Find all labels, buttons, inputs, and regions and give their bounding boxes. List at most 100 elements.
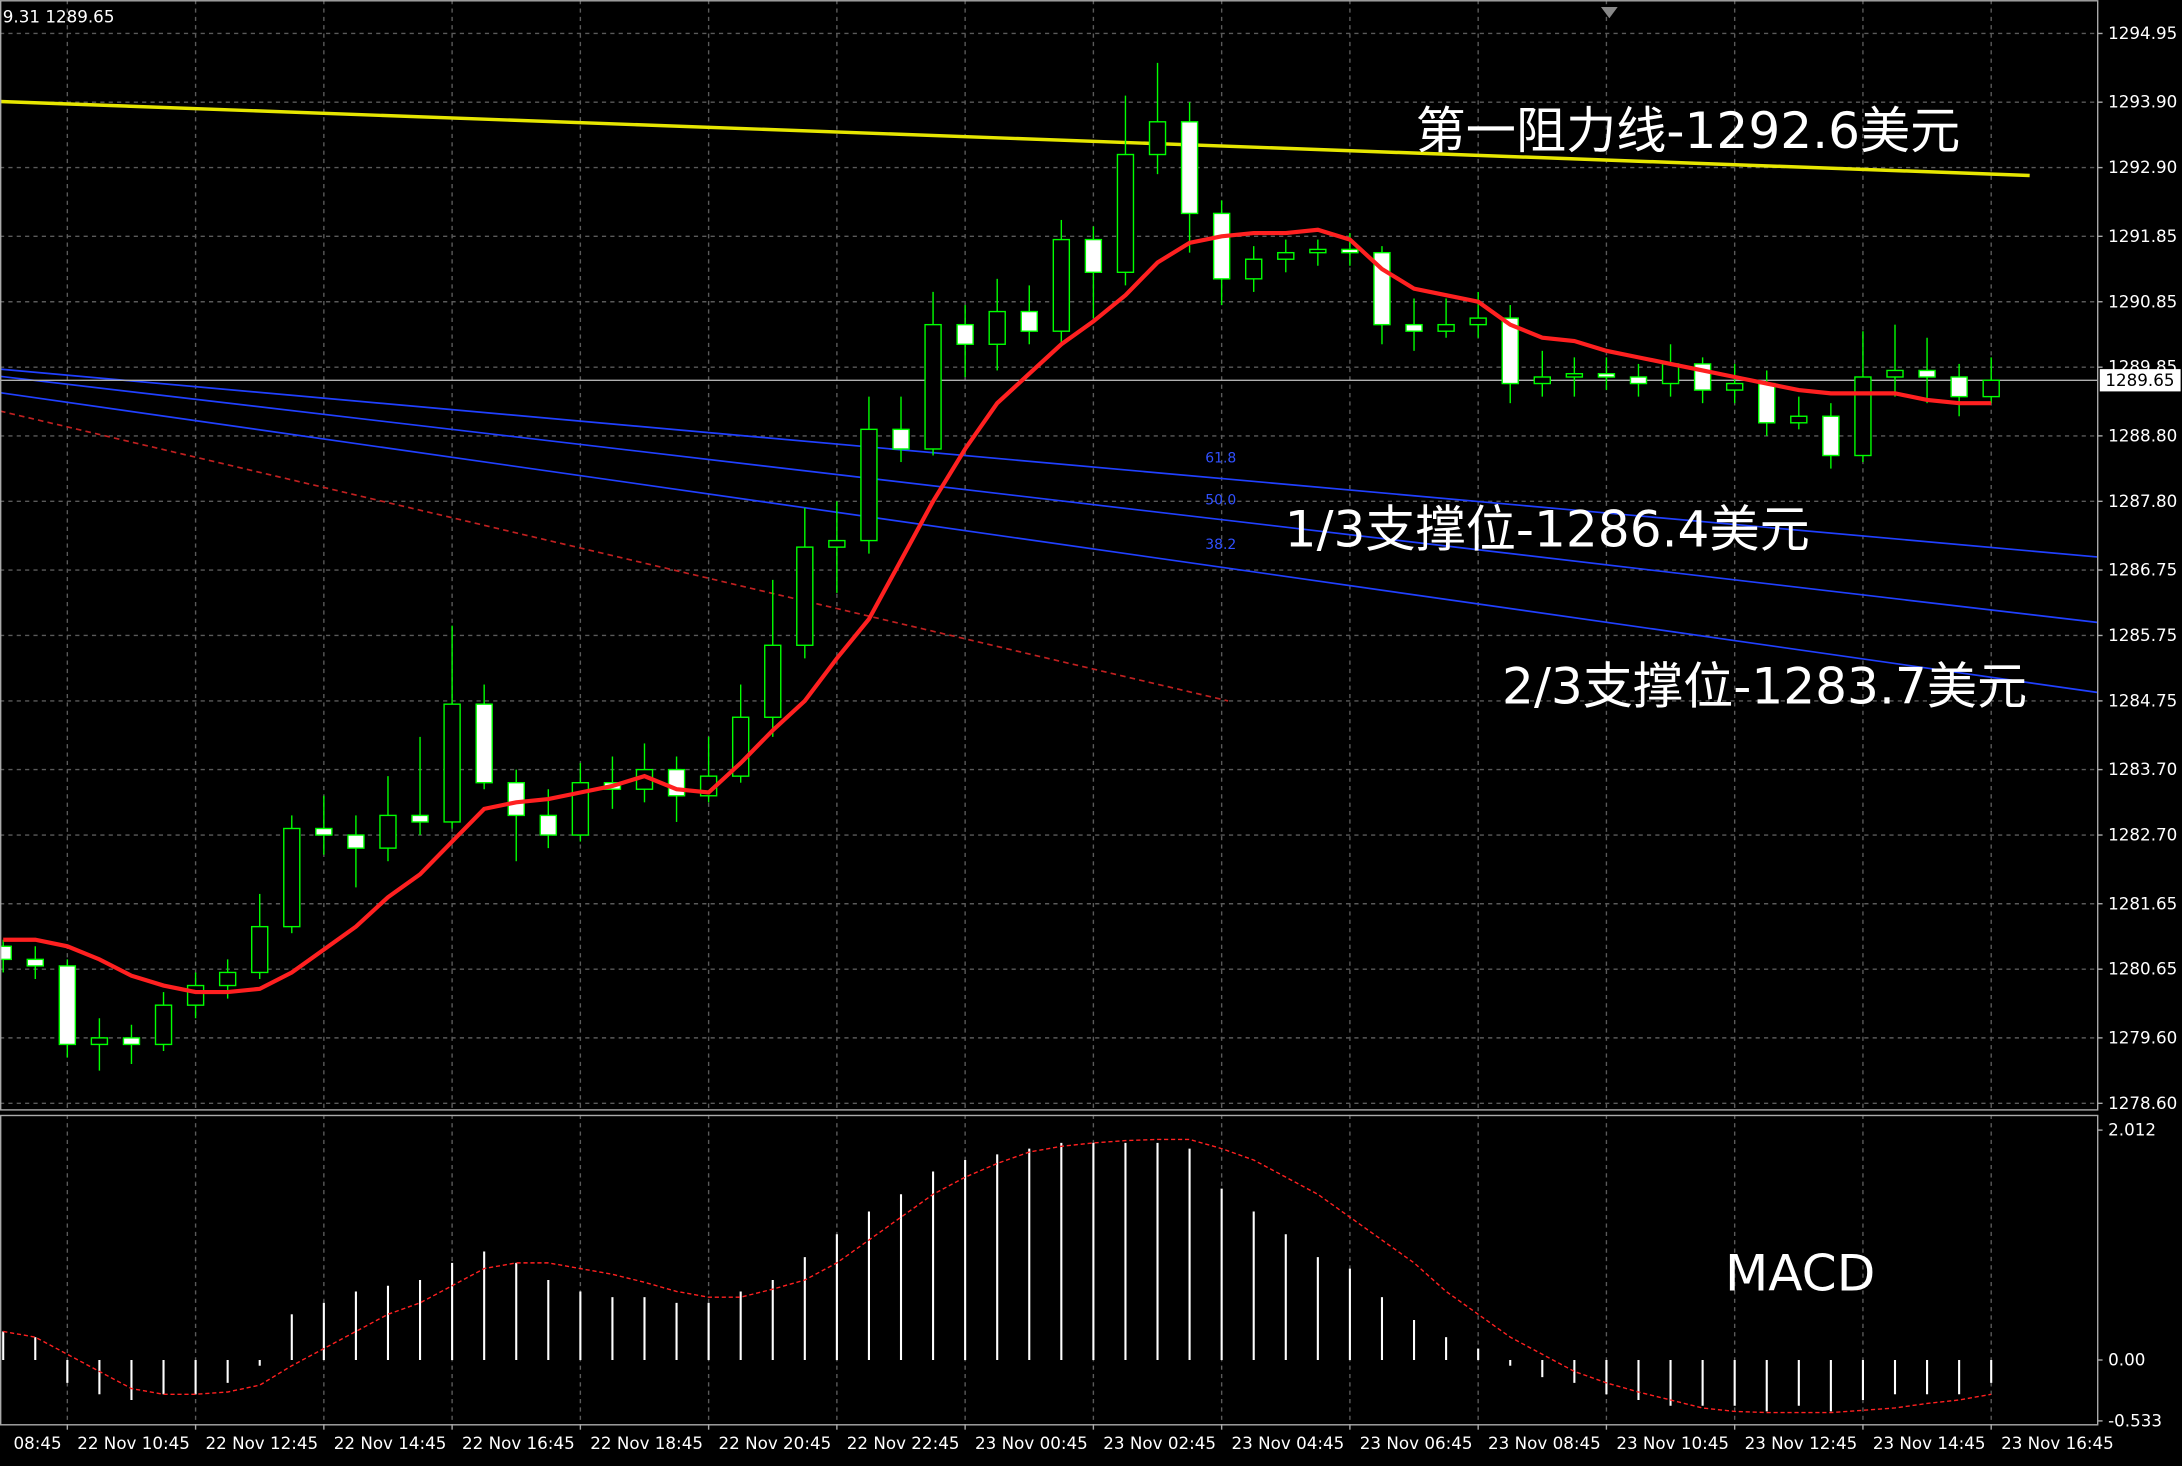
macd-panel <box>2 1114 1993 1425</box>
candle-body <box>58 965 77 1046</box>
candle-body <box>1629 376 1648 385</box>
y-tick-label: 1293.90 <box>2108 92 2177 112</box>
candle-body <box>828 539 846 548</box>
candle-body <box>154 1004 173 1046</box>
y-tick-label: 1283.70 <box>2108 759 2177 779</box>
x-tick-label: 23 Nov 12:45 <box>1745 1433 1858 1453</box>
candle-body <box>1533 376 1552 385</box>
candle-body <box>1725 382 1744 391</box>
x-tick-label: 23 Nov 10:45 <box>1616 1433 1729 1453</box>
candle-body <box>90 1037 109 1046</box>
trend-line <box>0 368 2098 558</box>
candle-body <box>1565 373 1584 378</box>
x-tick-label: 23 Nov 04:45 <box>1232 1433 1345 1453</box>
shift-marker <box>1600 7 1618 19</box>
candle-body <box>860 428 878 542</box>
candle-body <box>347 834 365 849</box>
x-tick-label: 22 Nov 16:45 <box>462 1433 575 1453</box>
trend-line <box>0 391 2098 694</box>
candle-body <box>507 781 525 817</box>
candle-body <box>1052 238 1071 332</box>
candle-body <box>924 323 942 450</box>
y-tick-label: 0.00 <box>2108 1350 2145 1370</box>
y-tick-label: 1281.65 <box>2108 893 2177 913</box>
candle-body <box>988 310 1006 345</box>
candle-body <box>1084 238 1103 273</box>
candle-body <box>1245 258 1263 280</box>
candle-body <box>1918 369 1936 378</box>
y-tick-label: 1282.70 <box>2108 825 2177 845</box>
x-tick-label: 22 Nov 10:45 <box>77 1433 190 1453</box>
candle-body <box>539 814 558 836</box>
trend-line <box>0 99 2030 178</box>
y-tick-label: 1284.75 <box>2108 690 2177 710</box>
y-tick-label: 2.012 <box>2108 1120 2156 1140</box>
x-tick-label: 08:45 <box>14 1433 62 1453</box>
candle-body <box>218 971 237 987</box>
x-tick-label: 23 Nov 08:45 <box>1488 1433 1601 1453</box>
current-price-box <box>2099 369 2181 392</box>
fib-label: 38.2 <box>1205 537 1236 553</box>
y-tick-label: 1287.80 <box>2108 491 2177 511</box>
y-tick-label: 1288.80 <box>2108 425 2177 445</box>
candle-body <box>1758 382 1776 424</box>
x-tick-label: 22 Nov 14:45 <box>334 1433 447 1453</box>
candle-body <box>796 546 814 646</box>
candle-body <box>1277 251 1295 260</box>
x-tick-label: 22 Nov 20:45 <box>719 1433 832 1453</box>
fib-label: 61.8 <box>1205 451 1236 467</box>
y-tick-label: 1286.75 <box>2108 560 2177 580</box>
x-tick-label: 22 Nov 12:45 <box>205 1433 318 1453</box>
x-tick-label: 23 Nov 16:45 <box>2001 1433 2114 1453</box>
candle-body <box>1437 323 1455 332</box>
price-frame <box>0 0 2099 1111</box>
candle-body <box>1950 376 1968 398</box>
candle-body <box>571 781 590 836</box>
moving-average <box>3 227 1992 995</box>
annotation: 1/3支撑位-1286.4美元 <box>1285 499 1810 558</box>
candle-body <box>411 814 429 823</box>
candle-body <box>1501 317 1519 385</box>
candle-body <box>315 827 333 836</box>
candle-body <box>1597 373 1616 378</box>
header-text: 9.31 1289.65 <box>3 6 115 26</box>
candle-body <box>186 984 205 1006</box>
candle-body <box>956 323 974 345</box>
signal-line <box>3 1138 1992 1414</box>
candle-body <box>1469 317 1487 326</box>
candle-body <box>1020 310 1038 332</box>
annotation: 2/3支撑位-1283.7美元 <box>1502 657 2027 716</box>
y-tick-label: 1278.60 <box>2108 1093 2177 1113</box>
candle-body <box>122 1037 141 1046</box>
candle-body <box>1405 323 1423 332</box>
axes: 1294.95 1293.90 1292.90 1291.85 1290.85 1289.… <box>14 23 2181 1453</box>
candle-body <box>1212 212 1231 280</box>
candle-body <box>26 958 44 967</box>
x-tick-label: 23 Nov 06:45 <box>1360 1433 1473 1453</box>
candle-body <box>443 703 461 823</box>
candle-body <box>1886 369 1904 378</box>
candle-body <box>1180 121 1199 215</box>
candle-body <box>1790 415 1808 424</box>
price-panel <box>0 0 2098 1110</box>
y-tick-label: 1292.90 <box>2108 157 2177 177</box>
x-tick-label: 23 Nov 00:45 <box>975 1433 1088 1453</box>
candle-body <box>379 814 397 849</box>
fib-label: 50.0 <box>1205 492 1236 508</box>
candle-body <box>1854 376 1872 457</box>
y-tick-label: 1291.85 <box>2108 226 2177 246</box>
y-tick-label: 1280.65 <box>2108 959 2177 979</box>
y-tick-label: 1294.95 <box>2108 23 2177 43</box>
trend-line <box>0 375 2098 624</box>
y-tick-label: 1279.60 <box>2108 1027 2177 1047</box>
y-tick-label: 1285.75 <box>2108 625 2177 645</box>
candle-body <box>764 644 782 718</box>
current-price-label: 1289.65 <box>2105 370 2174 390</box>
candle-body <box>0 945 12 961</box>
candle-body <box>1148 121 1167 156</box>
x-tick-label: 23 Nov 02:45 <box>1103 1433 1216 1453</box>
candle-body <box>1116 153 1135 273</box>
x-tick-label: 22 Nov 22:45 <box>847 1433 960 1453</box>
y-tick-label: 1290.85 <box>2108 291 2177 311</box>
